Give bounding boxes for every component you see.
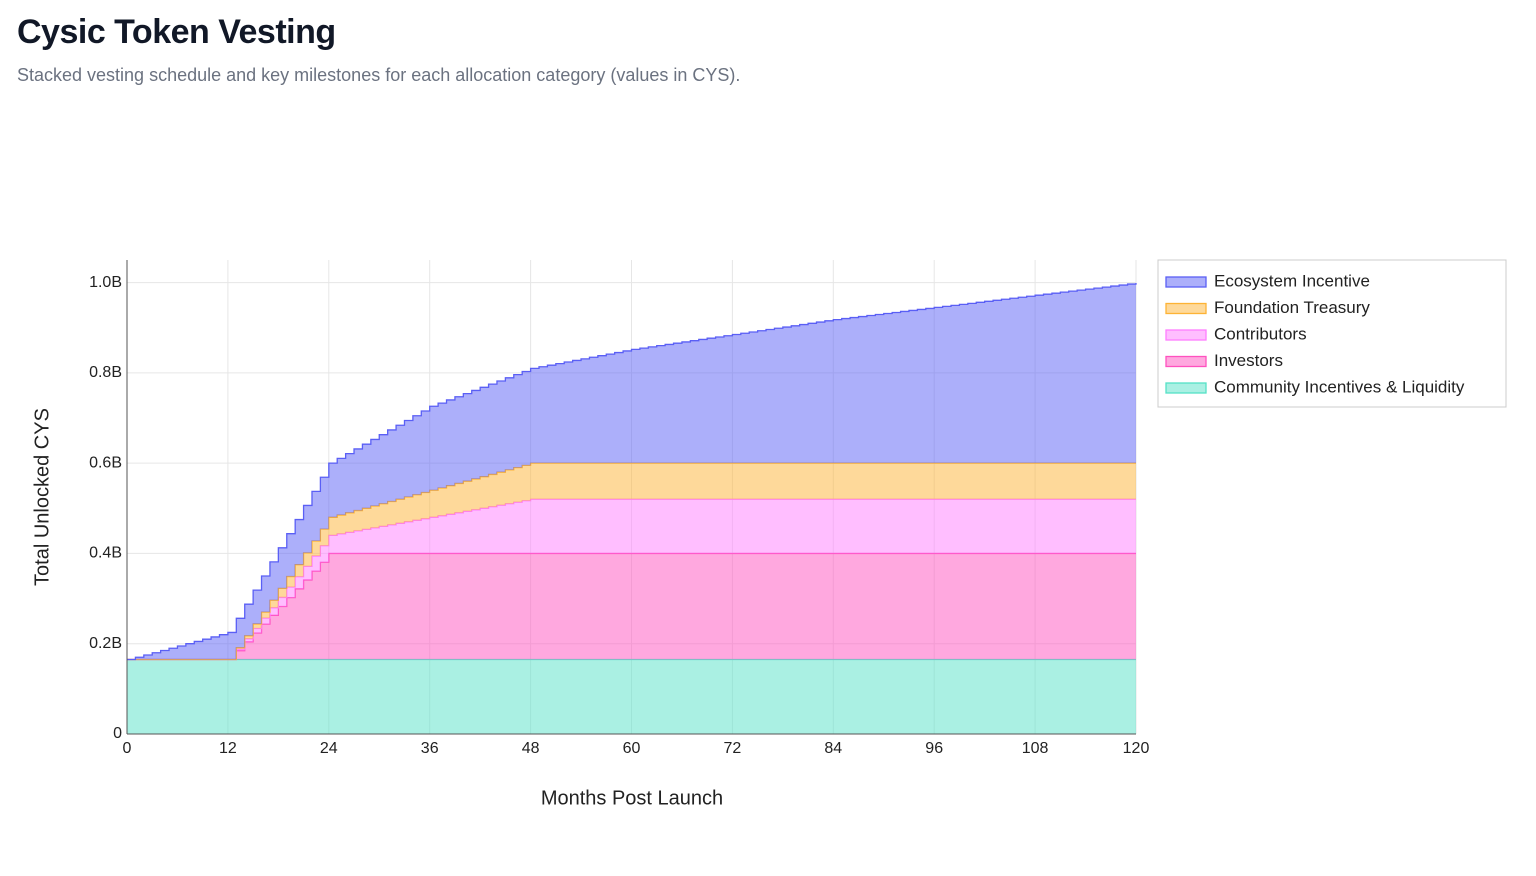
area-fill: [127, 283, 1136, 660]
legend-label: Ecosystem Incentive: [1214, 271, 1370, 290]
x-tick-label: 48: [522, 740, 540, 757]
legend-label: Foundation Treasury: [1214, 298, 1370, 317]
y-tick-label: 1.0B: [89, 274, 122, 291]
area-line: [127, 283, 1137, 661]
x-axis-title: Months Post Launch: [541, 787, 723, 809]
y-tick-label: 0: [113, 725, 122, 742]
y-tick-label: 0.2B: [89, 635, 122, 652]
legend-label: Community Incentives & Liquidity: [1214, 377, 1465, 396]
x-tick-label: 60: [623, 740, 641, 757]
x-tick-label: 24: [320, 740, 338, 757]
legend: Ecosystem Incentive Foundation Treasury Co…: [1157, 259, 1507, 408]
x-tick-label: 96: [925, 740, 943, 757]
x-tick-label: 0: [123, 740, 132, 757]
legend-swatch: [1165, 355, 1207, 368]
y-tick-label: 0.4B: [89, 545, 122, 562]
x-tick-label: 120: [1123, 740, 1150, 757]
x-tick-label: 84: [824, 740, 842, 757]
axes: 0 12 24 36 48 60 72 84 96 108 120 0 0.2B 0.4B 0.6B 0.8B…: [89, 260, 1149, 757]
chart-subtitle: Stacked vesting schedule and key milesto…: [17, 65, 740, 85]
area-fill: [127, 553, 1136, 660]
x-tick-label: 36: [421, 740, 439, 757]
x-tick-label: 12: [219, 740, 237, 757]
chart-title: Cysic Token Vesting: [17, 13, 336, 51]
y-tick-label: 0.8B: [89, 364, 122, 381]
plot-area: [127, 283, 1137, 734]
legend-label: Contributors: [1214, 324, 1307, 343]
area-fill: [127, 659, 1136, 734]
legend-swatch: [1165, 329, 1207, 341]
legend-label: Investors: [1214, 351, 1283, 370]
area-fill: [127, 463, 1136, 660]
legend-box: [1157, 259, 1507, 408]
x-tick-label: 72: [724, 740, 742, 757]
legend-swatch: [1165, 382, 1207, 394]
x-tick-label: 108: [1022, 740, 1049, 757]
legend-swatch: [1165, 302, 1207, 315]
legend-swatch: [1165, 276, 1207, 288]
area-fill: [127, 499, 1136, 660]
y-tick-label: 0.6B: [89, 454, 122, 471]
y-axis-title: Total Unlocked CYS: [31, 408, 53, 586]
